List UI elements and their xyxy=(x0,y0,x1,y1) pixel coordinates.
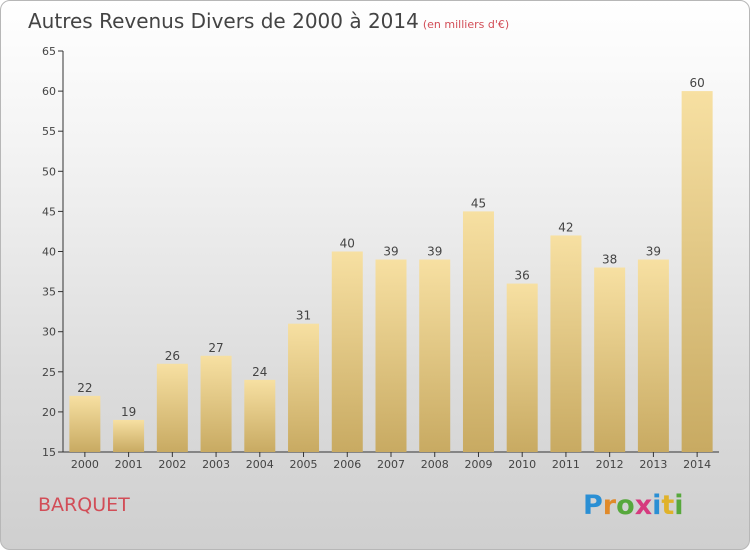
data-label: 40 xyxy=(340,237,355,251)
data-label: 39 xyxy=(646,245,661,259)
logo-letter: i xyxy=(652,490,662,521)
logo-letter: t xyxy=(661,490,675,521)
bar xyxy=(288,323,320,452)
y-tick-label: 25 xyxy=(42,366,56,379)
bar xyxy=(681,91,713,452)
y-tick-label: 60 xyxy=(42,85,56,98)
logo-letter: i xyxy=(674,490,684,521)
y-tick-label: 40 xyxy=(42,246,56,259)
y-tick-label: 15 xyxy=(42,446,56,459)
proxiti-logo: Proxiti xyxy=(583,490,684,521)
data-label: 39 xyxy=(427,245,442,259)
x-tick-label: 2000 xyxy=(71,458,99,471)
data-label: 22 xyxy=(77,381,92,395)
x-tick-label: 2013 xyxy=(639,458,667,471)
data-label: 45 xyxy=(471,196,486,210)
bar xyxy=(375,259,407,452)
data-label: 19 xyxy=(121,405,136,419)
y-tick-label: 55 xyxy=(42,125,56,138)
x-tick-label: 2001 xyxy=(115,458,143,471)
bar xyxy=(550,235,582,452)
data-label: 31 xyxy=(296,309,311,323)
logo-letter: r xyxy=(602,490,617,521)
chart-title: Autres Revenus Divers de 2000 à 2014 xyxy=(28,9,419,33)
logo-letter: x xyxy=(634,490,653,521)
data-label: 60 xyxy=(689,76,704,90)
y-axis: 15 20 25 30 35 40 45 50 55 60 65 xyxy=(42,45,64,459)
town-name: BARQUET xyxy=(38,494,130,516)
bar xyxy=(637,259,669,452)
y-tick-label: 65 xyxy=(42,45,56,58)
x-tick-label: 2007 xyxy=(377,458,405,471)
logo-letter: P xyxy=(583,490,603,521)
bar xyxy=(594,267,626,452)
data-label: 42 xyxy=(558,220,573,234)
data-label: 26 xyxy=(165,349,180,363)
x-tick-label: 2014 xyxy=(683,458,711,471)
data-label: 38 xyxy=(602,253,617,267)
x-tick-label: 2008 xyxy=(421,458,449,471)
x-tick-label: 2004 xyxy=(246,458,274,471)
y-tick-label: 45 xyxy=(42,205,56,218)
x-tick-label: 2005 xyxy=(290,458,318,471)
y-tick-label: 50 xyxy=(42,165,56,178)
x-tick-label: 2002 xyxy=(158,458,186,471)
y-tick-label: 35 xyxy=(42,286,56,299)
x-axis: 2000 2001 2002 2003 2004 2005 2006 2007 2008 2009… xyxy=(63,451,719,471)
chart-title-block: Autres Revenus Divers de 2000 à 2014 (en … xyxy=(28,9,509,33)
bar xyxy=(156,363,188,452)
bar xyxy=(244,379,276,452)
bar xyxy=(506,283,538,452)
x-tick-label: 2003 xyxy=(202,458,230,471)
logo-letter: o xyxy=(616,490,635,521)
data-label: 36 xyxy=(515,269,530,283)
data-label: 27 xyxy=(208,341,223,355)
data-label: 39 xyxy=(383,245,398,259)
bar xyxy=(419,259,451,452)
x-tick-label: 2010 xyxy=(508,458,536,471)
bar xyxy=(331,251,363,452)
y-tick-label: 30 xyxy=(42,326,56,339)
bar xyxy=(113,419,145,452)
bars: 22 19 26 27 24 31 40 39 39 45 36 42 38 39 60 xyxy=(69,76,713,452)
unit-note: (en milliers d'€) xyxy=(422,18,510,31)
x-tick-label: 2012 xyxy=(596,458,624,471)
data-label: 24 xyxy=(252,365,267,379)
x-tick-label: 2006 xyxy=(333,458,361,471)
bar xyxy=(462,211,494,452)
x-tick-label: 2011 xyxy=(552,458,580,471)
x-tick-label: 2009 xyxy=(464,458,492,471)
bar xyxy=(200,355,232,452)
bar xyxy=(69,395,101,452)
y-tick-label: 20 xyxy=(42,406,56,419)
